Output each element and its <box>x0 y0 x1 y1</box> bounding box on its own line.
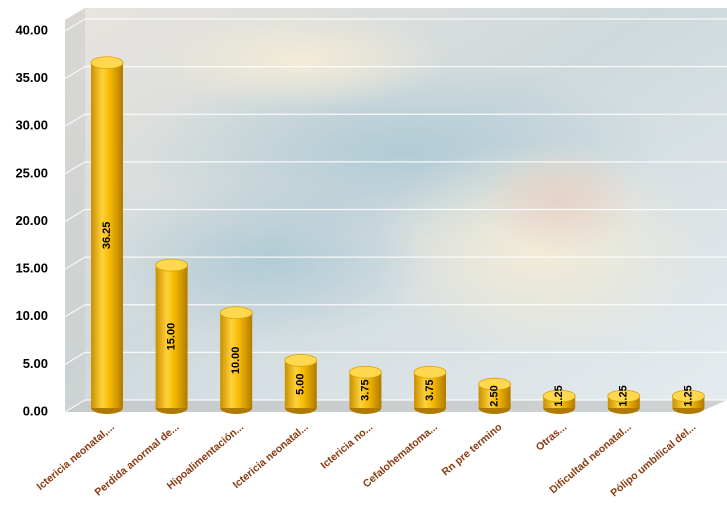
value-label: 1.25 <box>553 385 565 406</box>
y-tick-label: 10.00 <box>15 308 48 323</box>
y-tick-label: 25.00 <box>15 165 48 180</box>
bar-top <box>414 366 446 378</box>
y-tick-label: 40.00 <box>15 22 48 37</box>
y-tick-label: 30.00 <box>15 118 48 133</box>
bar-top <box>349 366 381 378</box>
bar-top <box>220 307 252 319</box>
value-label: 3.75 <box>424 379 436 400</box>
y-tick-label: 15.00 <box>15 261 48 276</box>
y-tick-label: 35.00 <box>15 70 48 85</box>
bar-top <box>91 57 123 69</box>
value-label: 3.75 <box>359 379 371 400</box>
x-tick-label: Otras... <box>534 421 569 454</box>
value-label: 1.25 <box>618 385 630 406</box>
value-label: 15.00 <box>166 323 178 351</box>
y-tick-label: 20.00 <box>15 213 48 228</box>
value-label: 10.00 <box>230 347 242 375</box>
x-tick-label: Rn pre termino <box>440 421 505 478</box>
bar-top <box>285 354 317 366</box>
value-label: 5.00 <box>295 373 307 394</box>
value-label: 1.25 <box>682 385 694 406</box>
x-tick-label: Ictericia no... <box>318 421 375 472</box>
bar-top <box>156 259 188 271</box>
value-label: 36.25 <box>101 222 113 250</box>
y-tick-label: 0.00 <box>23 403 48 418</box>
chart: 36.25 15.00 10.00 5.00 3.75 3.75 2.50 1.25 1.25 1… <box>0 0 727 514</box>
value-label: 2.50 <box>489 385 501 406</box>
y-tick-label: 5.00 <box>23 356 48 371</box>
